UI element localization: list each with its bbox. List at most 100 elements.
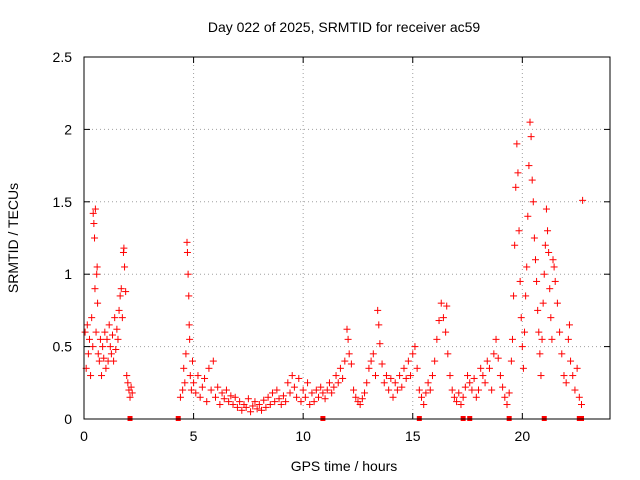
data-point bbox=[415, 386, 423, 394]
data-point bbox=[93, 263, 101, 271]
data-point bbox=[389, 393, 397, 401]
data-point bbox=[301, 393, 309, 401]
data-point bbox=[96, 335, 104, 343]
data-point bbox=[488, 386, 496, 394]
data-point bbox=[369, 350, 377, 358]
data-point bbox=[573, 364, 581, 372]
data-point bbox=[539, 299, 547, 307]
data-point bbox=[508, 335, 516, 343]
data-point bbox=[297, 398, 305, 406]
data-point bbox=[101, 328, 109, 336]
data-point bbox=[114, 335, 122, 343]
data-point bbox=[260, 396, 268, 404]
data-point bbox=[94, 299, 102, 307]
data-point bbox=[507, 357, 515, 365]
data-point bbox=[439, 314, 447, 322]
data-point bbox=[378, 360, 386, 368]
y-tick-label: 1.5 bbox=[53, 194, 73, 210]
data-point bbox=[503, 401, 511, 409]
data-point bbox=[461, 383, 469, 391]
data-point bbox=[299, 386, 307, 394]
data-point bbox=[551, 277, 559, 285]
data-point bbox=[446, 372, 454, 380]
data-point bbox=[108, 331, 116, 339]
data-point bbox=[514, 169, 522, 177]
data-point bbox=[496, 372, 504, 380]
data-point bbox=[275, 395, 283, 403]
data-point bbox=[216, 401, 224, 409]
data-point bbox=[513, 140, 521, 148]
data-point bbox=[196, 393, 204, 401]
data-point bbox=[404, 357, 412, 365]
data-point bbox=[207, 386, 215, 394]
data-point bbox=[187, 386, 195, 394]
data-point bbox=[450, 393, 458, 401]
data-point bbox=[124, 379, 132, 387]
data-point bbox=[179, 386, 187, 394]
data-point bbox=[553, 299, 561, 307]
data-point bbox=[128, 389, 136, 397]
data-point bbox=[92, 328, 100, 336]
x-tick-label: 20 bbox=[515, 428, 531, 444]
data-point bbox=[518, 343, 526, 351]
data-point bbox=[534, 306, 542, 314]
data-point bbox=[466, 379, 474, 387]
data-point bbox=[231, 393, 239, 401]
data-point bbox=[527, 133, 535, 141]
data-point bbox=[339, 374, 347, 382]
data-point bbox=[398, 383, 406, 391]
data-point bbox=[110, 357, 118, 365]
y-axis-label: SRMTID / TECUs bbox=[5, 183, 21, 293]
data-point bbox=[106, 343, 114, 351]
data-point bbox=[336, 364, 344, 372]
data-point bbox=[295, 374, 303, 382]
data-point bbox=[185, 321, 193, 329]
data-point bbox=[422, 389, 430, 397]
data-point bbox=[457, 401, 465, 409]
data-point bbox=[85, 335, 93, 343]
data-point bbox=[558, 350, 566, 358]
chart-title: Day 022 of 2025, SRMTID for receiver ac5… bbox=[208, 19, 481, 35]
data-point bbox=[198, 383, 206, 391]
data-point bbox=[113, 325, 121, 333]
data-point bbox=[453, 398, 461, 406]
data-point bbox=[564, 335, 572, 343]
data-point bbox=[547, 314, 555, 322]
data-point bbox=[347, 360, 355, 368]
data-point bbox=[258, 406, 266, 414]
data-point bbox=[548, 335, 556, 343]
data-point bbox=[288, 372, 296, 380]
data-point bbox=[549, 256, 557, 264]
data-point bbox=[521, 328, 529, 336]
data-point bbox=[485, 364, 493, 372]
data-point bbox=[115, 306, 123, 314]
data-point bbox=[118, 314, 126, 322]
data-point bbox=[391, 379, 399, 387]
data-point bbox=[515, 227, 523, 235]
data-point bbox=[229, 401, 237, 409]
data-point bbox=[304, 379, 312, 387]
data-point bbox=[443, 302, 451, 310]
data-point bbox=[426, 386, 434, 394]
data-point bbox=[268, 389, 276, 397]
data-point bbox=[127, 383, 135, 391]
data-point bbox=[565, 321, 573, 329]
y-tick-label: 2 bbox=[64, 121, 72, 137]
data-point bbox=[442, 328, 450, 336]
data-point bbox=[95, 357, 103, 365]
data-point bbox=[89, 209, 97, 217]
data-point bbox=[344, 335, 352, 343]
data-point bbox=[242, 403, 250, 411]
data-point bbox=[190, 379, 198, 387]
data-point bbox=[400, 364, 408, 372]
data-point bbox=[312, 386, 320, 394]
data-point bbox=[531, 256, 539, 264]
data-point bbox=[380, 379, 388, 387]
data-point bbox=[501, 393, 509, 401]
data-point bbox=[89, 343, 97, 351]
data-point bbox=[325, 379, 333, 387]
data-point bbox=[225, 398, 233, 406]
data-point bbox=[126, 393, 134, 401]
data-point bbox=[205, 364, 213, 372]
